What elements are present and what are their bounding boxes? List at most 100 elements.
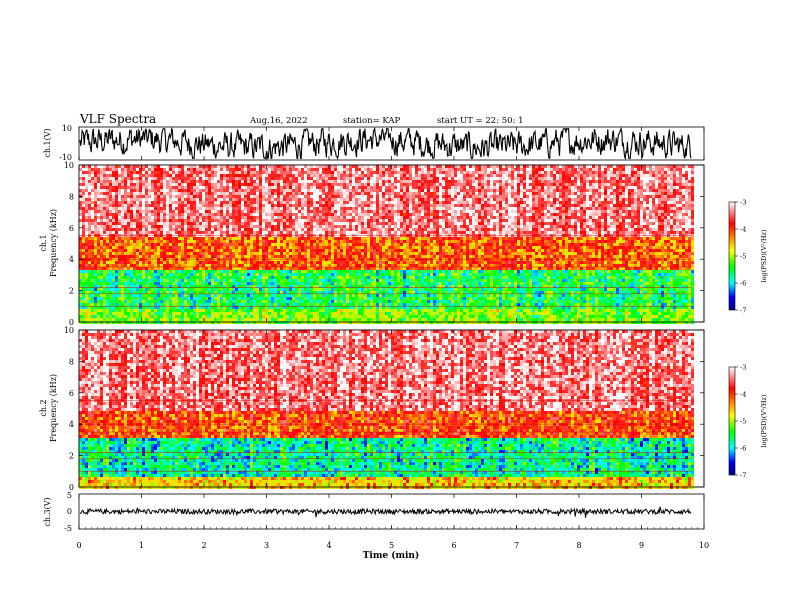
- spectrogram-cell: [91, 255, 94, 258]
- spectrogram-cell: [295, 321, 298, 324]
- spectrogram-cell: [358, 321, 361, 324]
- spectrogram-cell: [103, 279, 106, 282]
- spectrogram-cell: [226, 321, 229, 324]
- spectrogram-cell: [352, 252, 355, 255]
- spectrogram-cell: [358, 315, 361, 318]
- spectrogram-cell: [136, 228, 139, 231]
- spectrogram-cell: [160, 165, 163, 168]
- spectrogram-cell: [220, 189, 223, 192]
- spectrogram-cell: [292, 273, 295, 276]
- spectrogram-cell: [133, 228, 136, 231]
- spectrogram-cell: [163, 303, 166, 306]
- spectrogram-cell: [94, 246, 97, 249]
- spectrogram-cell: [241, 213, 244, 216]
- spectrogram-cell: [193, 231, 196, 234]
- spectrogram-cell: [112, 198, 115, 201]
- spectrogram-cell: [253, 306, 256, 309]
- spectrogram-cell: [307, 270, 310, 273]
- spectrogram-cell: [283, 309, 286, 312]
- spectrogram-cell: [283, 255, 286, 258]
- spectrogram-cell: [349, 249, 352, 252]
- spectrogram-cell: [193, 174, 196, 177]
- spectrogram-cell: [190, 270, 193, 273]
- spectrogram-cell: [175, 192, 178, 195]
- spectrogram-cell: [277, 222, 280, 225]
- spectrogram-cell: [265, 291, 268, 294]
- spectrogram-cell: [130, 237, 133, 240]
- spectrogram-cell: [226, 207, 229, 210]
- spectrogram-cell: [169, 312, 172, 315]
- spectrogram-cell: [217, 321, 220, 324]
- spectrogram-cell: [175, 180, 178, 183]
- spectrogram-cell: [193, 210, 196, 213]
- spectrogram-cell: [232, 291, 235, 294]
- spectrogram-cell: [199, 225, 202, 228]
- spectrogram-cell: [199, 222, 202, 225]
- spectrogram-cell: [214, 237, 217, 240]
- spectrogram-cell: [145, 261, 148, 264]
- spectrogram-cell: [163, 243, 166, 246]
- spectrogram-cell: [250, 300, 253, 303]
- spectrogram-cell: [271, 303, 274, 306]
- spectrogram-cell: [229, 249, 232, 252]
- spectrogram-cell: [232, 216, 235, 219]
- spectrogram-cell: [157, 222, 160, 225]
- spectrogram-cell: [340, 174, 343, 177]
- spectrogram-cell: [181, 294, 184, 297]
- spectrogram-cell: [88, 255, 91, 258]
- spectrogram-cell: [340, 291, 343, 294]
- spectrogram-cell: [169, 165, 172, 168]
- spectrogram-cell: [157, 318, 160, 321]
- spectrogram-cell: [157, 231, 160, 234]
- spectrogram-cell: [196, 243, 199, 246]
- spectrogram-cell: [214, 246, 217, 249]
- spectrogram-cell: [214, 201, 217, 204]
- spectrogram-cell: [289, 267, 292, 270]
- spectrogram-cell: [121, 312, 124, 315]
- spectrogram-cell: [214, 252, 217, 255]
- spectrogram-cell: [139, 213, 142, 216]
- spectrogram-cell: [199, 273, 202, 276]
- spectrogram-cell: [220, 315, 223, 318]
- spectrogram-cell: [262, 210, 265, 213]
- spectrogram-cell: [223, 309, 226, 312]
- spectrogram-cell: [265, 297, 268, 300]
- spectrogram-cell: [202, 207, 205, 210]
- spectrogram-cell: [109, 192, 112, 195]
- spectrogram-cell: [268, 219, 271, 222]
- spectrogram-cell: [265, 270, 268, 273]
- spectrogram-cell: [127, 318, 130, 321]
- spectrogram-cell: [316, 195, 319, 198]
- spectrogram-cell: [199, 267, 202, 270]
- spectrogram-cell: [316, 294, 319, 297]
- spectrogram-cell: [115, 279, 118, 282]
- spectrogram-cell: [202, 201, 205, 204]
- spectrogram-cell: [235, 312, 238, 315]
- spectrogram-cell: [301, 201, 304, 204]
- spectrogram-cell: [199, 207, 202, 210]
- spectrogram-cell: [118, 222, 121, 225]
- spectrogram-cell: [295, 183, 298, 186]
- spectrogram-cell: [235, 309, 238, 312]
- spectrogram-cell: [130, 174, 133, 177]
- spectrogram-cell: [262, 294, 265, 297]
- spectrogram-cell: [349, 315, 352, 318]
- spectrogram-cell: [187, 312, 190, 315]
- spectrogram-cell: [265, 174, 268, 177]
- spectrogram-cell: [334, 192, 337, 195]
- spectrogram-cell: [124, 252, 127, 255]
- spectrogram-cell: [175, 321, 178, 324]
- spectrogram-cell: [289, 264, 292, 267]
- spectrogram-cell: [115, 309, 118, 312]
- spectrogram-cell: [106, 177, 109, 180]
- spectrogram-cell: [169, 180, 172, 183]
- spectrogram-cell: [196, 255, 199, 258]
- spectrogram-cell: [136, 306, 139, 309]
- spectrogram-cell: [241, 303, 244, 306]
- spectrogram-cell: [106, 171, 109, 174]
- spectrogram-cell: [295, 318, 298, 321]
- spectrogram-cell: [217, 267, 220, 270]
- spectrogram-cell: [217, 228, 220, 231]
- spectrogram-cell: [103, 213, 106, 216]
- spectrogram-cell: [121, 174, 124, 177]
